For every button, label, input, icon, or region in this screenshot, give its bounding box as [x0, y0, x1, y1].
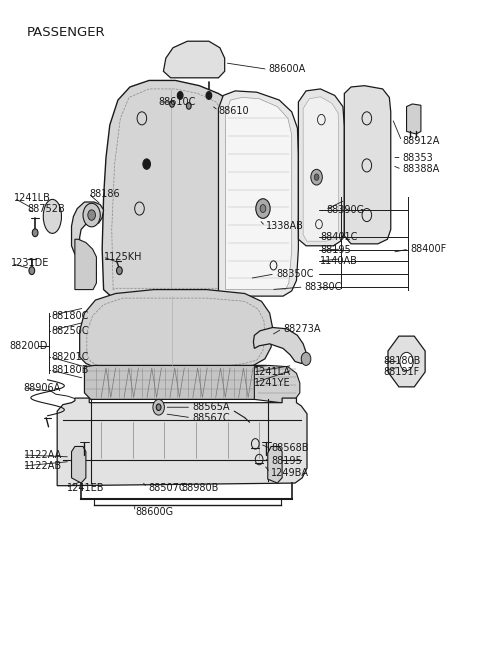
Text: 1241EB: 1241EB: [67, 483, 104, 493]
Polygon shape: [226, 98, 292, 290]
Text: 88195: 88195: [321, 246, 351, 255]
Polygon shape: [163, 41, 225, 78]
Text: 88201C: 88201C: [51, 352, 88, 362]
Circle shape: [83, 203, 100, 227]
Text: 88353: 88353: [403, 153, 433, 162]
Text: 88906A: 88906A: [24, 383, 61, 392]
Text: 88507C: 88507C: [148, 483, 186, 493]
Circle shape: [256, 198, 270, 218]
Circle shape: [186, 103, 191, 109]
Polygon shape: [102, 81, 246, 296]
Text: 1241LA: 1241LA: [254, 367, 291, 377]
Polygon shape: [268, 447, 282, 483]
Text: 88180B: 88180B: [51, 365, 88, 375]
Text: 88191F: 88191F: [384, 367, 420, 377]
Circle shape: [206, 92, 212, 100]
Polygon shape: [253, 328, 306, 364]
Text: 88273A: 88273A: [283, 324, 321, 334]
Text: 88350C: 88350C: [276, 269, 313, 279]
Text: 88610C: 88610C: [158, 97, 196, 107]
Polygon shape: [344, 86, 391, 244]
Circle shape: [32, 229, 38, 236]
Polygon shape: [72, 447, 86, 483]
Circle shape: [177, 92, 183, 100]
Text: 88400F: 88400F: [410, 244, 446, 254]
Text: 88752B: 88752B: [27, 204, 65, 214]
Circle shape: [314, 174, 319, 180]
Circle shape: [88, 210, 96, 220]
Text: 88180B: 88180B: [384, 356, 421, 367]
Text: PASSENGER: PASSENGER: [27, 26, 106, 39]
Ellipse shape: [43, 199, 61, 233]
Text: 88388A: 88388A: [403, 164, 440, 174]
Circle shape: [29, 267, 35, 274]
Text: 1140AB: 1140AB: [321, 256, 358, 266]
Circle shape: [143, 159, 151, 170]
Text: 88180C: 88180C: [51, 310, 88, 321]
Polygon shape: [407, 104, 421, 134]
Text: 88195: 88195: [271, 457, 302, 466]
Polygon shape: [80, 290, 273, 368]
Circle shape: [169, 101, 174, 107]
Text: 1241LB: 1241LB: [14, 193, 51, 203]
Circle shape: [153, 400, 164, 415]
Text: 1249BA: 1249BA: [271, 468, 309, 477]
Text: 1338AB: 1338AB: [266, 221, 304, 231]
Polygon shape: [299, 89, 344, 246]
Text: 88610: 88610: [218, 105, 249, 115]
Polygon shape: [75, 239, 96, 290]
Polygon shape: [72, 202, 104, 262]
Text: 88567C: 88567C: [192, 413, 230, 422]
Polygon shape: [254, 365, 300, 403]
Polygon shape: [218, 91, 299, 296]
Text: 88565A: 88565A: [192, 402, 229, 412]
Text: 88401C: 88401C: [321, 233, 358, 242]
Polygon shape: [303, 97, 338, 241]
Text: 88186: 88186: [89, 189, 120, 198]
Polygon shape: [84, 365, 278, 400]
Text: 88200D: 88200D: [9, 341, 48, 351]
Circle shape: [260, 204, 266, 212]
Circle shape: [117, 267, 122, 274]
Text: 88600A: 88600A: [269, 64, 306, 74]
Circle shape: [301, 352, 311, 365]
Text: 88380C: 88380C: [305, 282, 342, 292]
Text: 1122AA: 1122AA: [24, 450, 62, 460]
Polygon shape: [57, 398, 307, 485]
Text: 1241YE: 1241YE: [254, 378, 291, 388]
Text: 1231DE: 1231DE: [11, 259, 49, 269]
Circle shape: [400, 352, 413, 371]
Text: 88390G: 88390G: [326, 205, 364, 215]
Text: 88912A: 88912A: [403, 136, 440, 146]
Circle shape: [311, 170, 323, 185]
Text: 1125KH: 1125KH: [104, 252, 142, 262]
Text: 88250C: 88250C: [51, 326, 89, 336]
Circle shape: [156, 404, 161, 411]
Text: 1122AB: 1122AB: [24, 461, 62, 471]
Text: 88568B: 88568B: [271, 443, 309, 453]
Text: 88600G: 88600G: [136, 507, 174, 517]
Polygon shape: [388, 336, 425, 387]
Text: 88980B: 88980B: [181, 483, 219, 493]
